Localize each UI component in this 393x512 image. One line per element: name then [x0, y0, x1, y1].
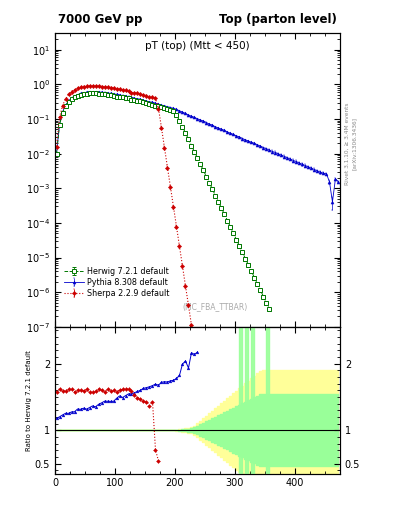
- Text: Top (parton level): Top (parton level): [219, 13, 337, 26]
- Text: 7000 GeV pp: 7000 GeV pp: [58, 13, 142, 26]
- Bar: [239, 327, 242, 474]
- Text: (MC_FBA_TTBAR): (MC_FBA_TTBAR): [182, 302, 247, 311]
- Bar: [252, 327, 255, 474]
- Text: Rivet 3.1.10, ≥ 3.4M events: Rivet 3.1.10, ≥ 3.4M events: [345, 102, 350, 185]
- Bar: [246, 327, 248, 474]
- Text: pT (top) (Mtt < 450): pT (top) (Mtt < 450): [145, 40, 250, 51]
- Text: [arXiv:1306.3436]: [arXiv:1306.3436]: [352, 117, 357, 170]
- Y-axis label: Ratio to Herwig 7.2.1 default: Ratio to Herwig 7.2.1 default: [26, 350, 32, 451]
- Legend: Herwig 7.2.1 default, Pythia 8.308 default, Sherpa 2.2.9 default: Herwig 7.2.1 default, Pythia 8.308 defau…: [62, 265, 171, 300]
- Bar: [266, 327, 270, 474]
